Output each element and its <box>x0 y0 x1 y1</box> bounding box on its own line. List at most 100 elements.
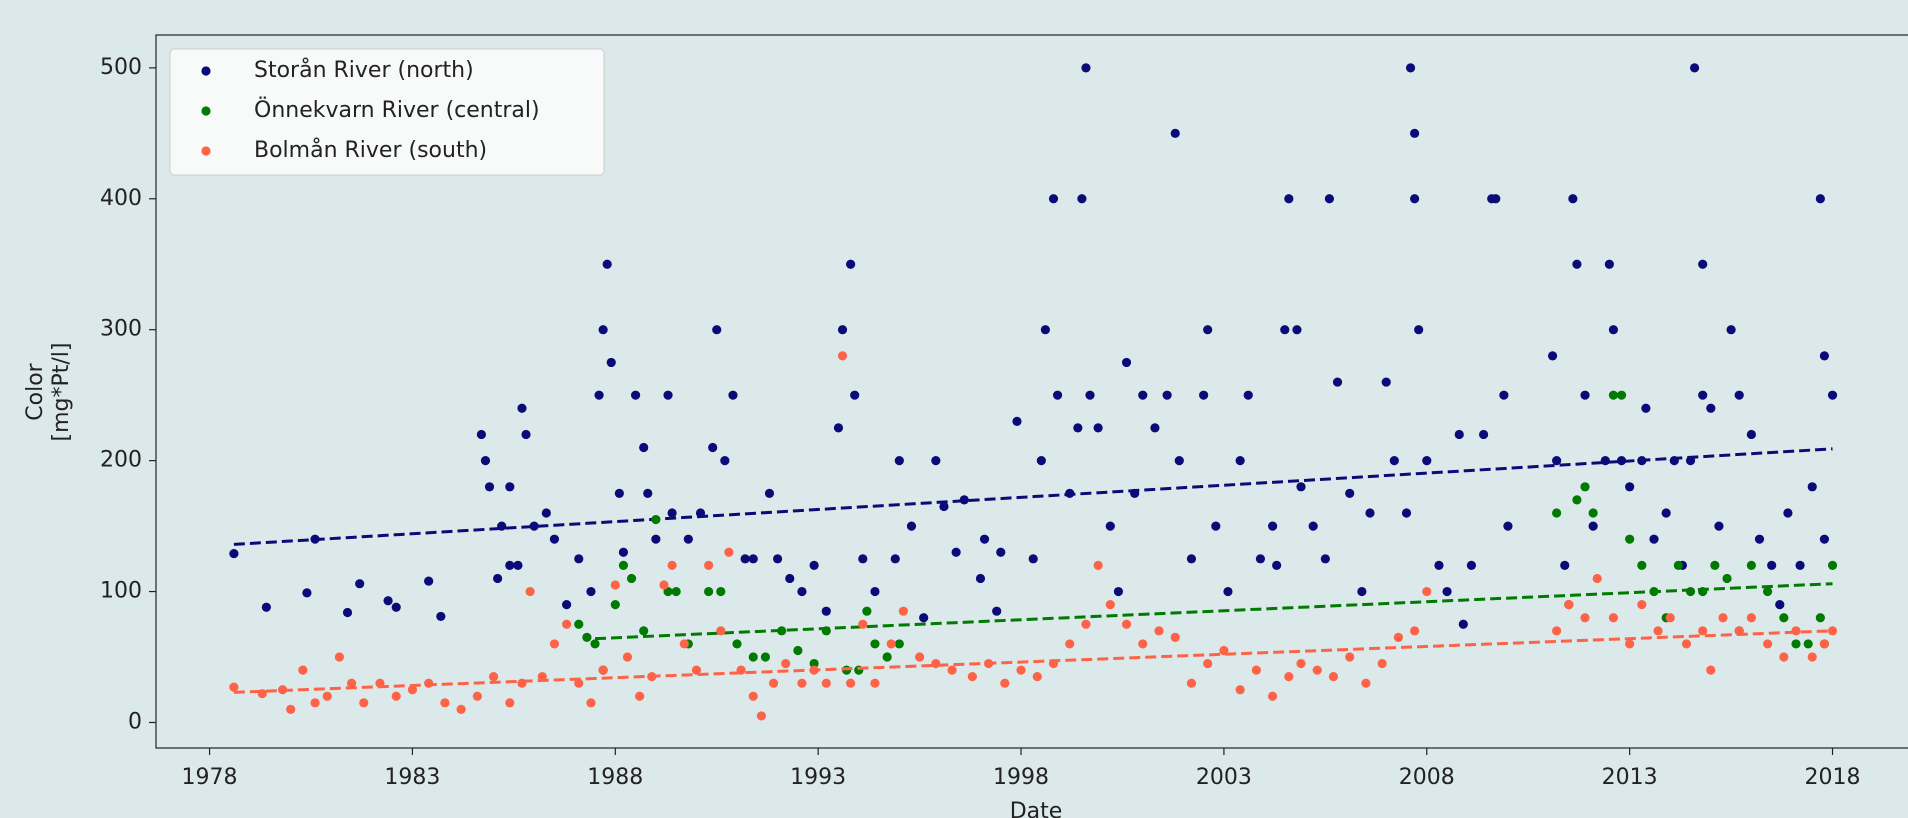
x-axis-label: Date <box>1010 799 1063 818</box>
point <box>837 325 848 335</box>
point <box>1552 456 1562 466</box>
y-tick-label: 0 <box>128 709 142 734</box>
x-tick-label: 1983 <box>384 765 440 790</box>
point <box>931 456 941 466</box>
point <box>837 351 848 361</box>
point <box>1803 639 1813 649</box>
point <box>1746 613 1756 623</box>
point <box>870 678 880 688</box>
point <box>310 698 320 708</box>
point <box>391 602 401 612</box>
y-tick-label: 400 <box>100 186 142 211</box>
point <box>302 588 312 598</box>
point <box>1032 672 1042 682</box>
point <box>1572 259 1582 269</box>
point <box>1170 128 1180 138</box>
x-tick-label: 1998 <box>993 765 1049 790</box>
point <box>1085 390 1095 400</box>
point <box>915 652 925 662</box>
point <box>1616 390 1627 400</box>
point <box>894 639 904 649</box>
point <box>1706 665 1716 675</box>
point <box>541 508 551 518</box>
point <box>383 596 393 606</box>
point <box>1093 560 1103 570</box>
point <box>1345 652 1355 662</box>
point <box>1121 619 1132 629</box>
point <box>651 534 661 544</box>
point <box>1706 403 1716 413</box>
point <box>1414 325 1424 335</box>
point <box>1499 390 1509 400</box>
point <box>967 672 977 682</box>
point <box>1625 482 1635 492</box>
point <box>858 554 868 564</box>
point <box>594 390 604 400</box>
point <box>850 390 860 400</box>
point <box>1357 586 1367 597</box>
point <box>1763 639 1773 649</box>
point <box>1361 678 1371 688</box>
legend-marker <box>201 146 211 156</box>
point <box>1767 560 1777 570</box>
point <box>610 600 620 610</box>
point <box>574 554 584 564</box>
point <box>1154 626 1164 636</box>
point <box>683 534 693 544</box>
point <box>1211 521 1221 531</box>
point <box>667 508 677 518</box>
point <box>671 586 681 597</box>
point <box>1625 639 1635 649</box>
point <box>809 560 819 570</box>
point <box>1422 586 1432 597</box>
point <box>1807 652 1817 662</box>
point <box>785 573 795 584</box>
point <box>1827 390 1838 400</box>
point <box>1775 600 1785 610</box>
point <box>716 586 726 597</box>
point <box>618 547 629 557</box>
point <box>472 691 482 701</box>
point <box>1328 672 1339 682</box>
point <box>1138 639 1148 649</box>
point <box>598 325 608 335</box>
point <box>797 586 807 597</box>
point <box>1105 600 1115 610</box>
point <box>1746 429 1756 440</box>
point <box>724 547 734 557</box>
point <box>1434 560 1444 570</box>
point <box>760 652 771 662</box>
point <box>821 606 831 616</box>
x-tick-label: 1978 <box>182 765 238 790</box>
point <box>322 691 332 701</box>
point <box>1268 521 1278 531</box>
point <box>1186 678 1197 688</box>
x-tick-label: 2003 <box>1196 765 1252 790</box>
point <box>797 678 807 688</box>
point <box>1268 691 1278 701</box>
point <box>1608 325 1619 335</box>
point <box>748 652 758 662</box>
point <box>1296 658 1306 669</box>
point <box>1734 390 1744 400</box>
point <box>1280 325 1290 335</box>
x-tick-label: 1988 <box>587 765 643 790</box>
point <box>1454 429 1464 440</box>
point <box>740 554 750 564</box>
point <box>1604 259 1614 269</box>
point <box>590 639 600 649</box>
point <box>1580 482 1590 492</box>
point <box>424 576 434 586</box>
point <box>1113 586 1124 597</box>
point <box>906 521 917 531</box>
point <box>651 514 661 525</box>
point <box>996 547 1006 557</box>
point <box>858 619 868 629</box>
point <box>1722 573 1732 584</box>
point <box>1746 560 1756 570</box>
point <box>1036 456 1046 466</box>
point <box>342 607 353 618</box>
legend-marker <box>201 66 211 76</box>
plot-area <box>155 34 1908 749</box>
point <box>622 652 633 662</box>
